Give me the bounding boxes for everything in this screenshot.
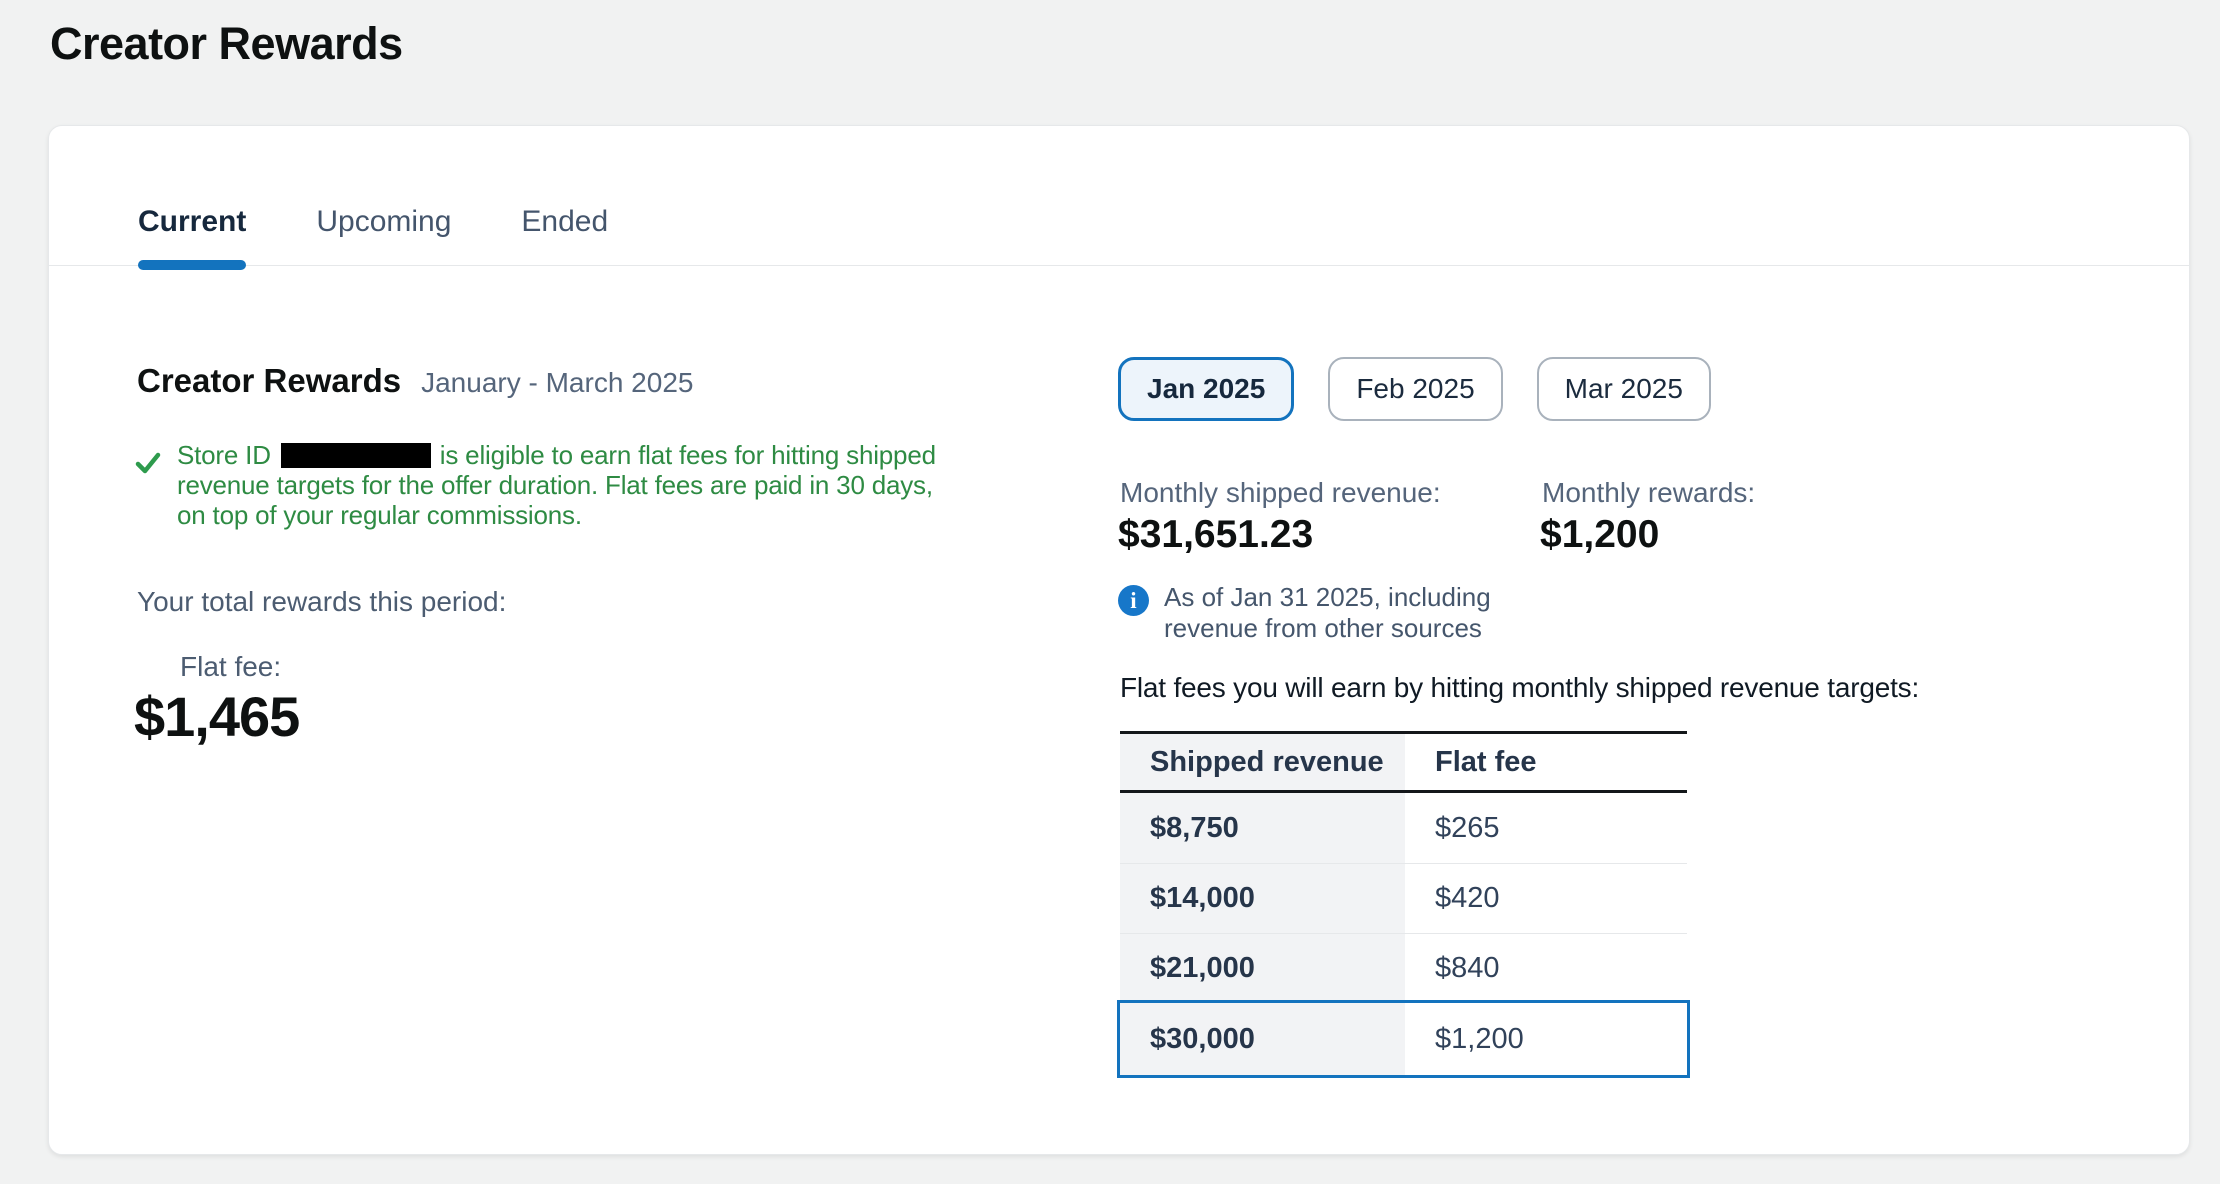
info-icon[interactable]: i (1118, 585, 1149, 616)
cell-shipped-revenue: $14,000 (1120, 864, 1405, 933)
eligibility-line-1: Store ID is eligible to earn flat fees fo… (177, 440, 936, 470)
targets-intro: Flat fees you will earn by hitting month… (1120, 672, 1920, 703)
cell-shipped-revenue: $21,000 (1120, 934, 1405, 1003)
tab-current-label: Current (138, 205, 247, 238)
as-of-line-2: revenue from other sources (1164, 613, 1482, 643)
tab-ended[interactable]: Ended (521, 205, 608, 265)
targets-table: Shipped revenue Flat fee $8,750 $265 $14… (1117, 731, 1690, 1078)
active-tab-underline (138, 260, 247, 270)
table-row-highlighted: $30,000 $1,200 (1117, 1000, 1690, 1078)
month-pill-label: Jan 2025 (1147, 373, 1266, 404)
store-id-redaction (280, 443, 431, 468)
month-pill-label: Mar 2025 (1564, 373, 1683, 404)
column-header-shipped-revenue: Shipped revenue (1120, 734, 1405, 790)
table-row: $14,000 $420 (1120, 863, 1687, 933)
eligibility-note: Store ID is eligible to earn flat fees fo… (134, 440, 936, 530)
as-of-note: i As of Jan 31 2025, including revenue f… (1118, 582, 1491, 644)
table-row: $8,750 $265 (1120, 793, 1687, 863)
total-rewards-value: $1,465 (134, 685, 300, 748)
month-pill-feb-2025[interactable]: Feb 2025 (1328, 357, 1503, 421)
total-rewards-label: Your total rewards this period: (137, 586, 507, 617)
rewards-card: Current Upcoming Ended (48, 125, 2190, 1155)
eligibility-text: Store ID is eligible to earn flat fees fo… (177, 440, 936, 530)
month-selector: Jan 2025 Feb 2025 Mar 2025 (1118, 357, 1711, 421)
cell-flat-fee: $420 (1435, 882, 1500, 914)
cell-flat-fee: $840 (1435, 952, 1500, 984)
table-row: $21,000 $840 (1120, 933, 1687, 1003)
flat-fee-label: Flat fee: (180, 651, 282, 682)
tab-current[interactable]: Current (138, 205, 247, 270)
page-title: Creator Rewards (50, 18, 403, 69)
eligibility-line-3: on top of your regular commissions. (177, 500, 582, 530)
tab-ended-label: Ended (521, 205, 609, 238)
as-of-line-1: As of Jan 31 2025, including (1164, 582, 1491, 612)
tab-bar: Current Upcoming Ended (49, 126, 2189, 270)
month-pill-mar-2025[interactable]: Mar 2025 (1536, 357, 1711, 421)
as-of-text: As of Jan 31 2025, including revenue fro… (1164, 582, 1491, 644)
cell-flat-fee: $1,200 (1435, 1022, 1524, 1055)
cell-shipped-revenue: $8,750 (1120, 793, 1405, 863)
tab-upcoming-label: Upcoming (316, 205, 452, 238)
cell-shipped-revenue: $30,000 (1120, 1003, 1405, 1075)
eligibility-line-2: revenue targets for the offer duration. … (177, 470, 933, 500)
monthly-revenue-label: Monthly shipped revenue: (1120, 477, 1441, 508)
month-pill-jan-2025[interactable]: Jan 2025 (1118, 357, 1295, 421)
monthly-rewards-value: $1,200 (1540, 513, 1660, 556)
offer-header: Creator Rewards January - March 2025 (137, 362, 693, 400)
monthly-rewards-label: Monthly rewards: (1542, 477, 1756, 508)
offer-heading: Creator Rewards (137, 362, 402, 399)
cell-flat-fee: $265 (1435, 811, 1500, 844)
column-header-flat-fee: Flat fee (1435, 745, 1537, 778)
offer-period: January - March 2025 (421, 367, 694, 398)
tab-upcoming[interactable]: Upcoming (316, 205, 451, 265)
month-pill-label: Feb 2025 (1356, 373, 1475, 404)
table-header-row: Shipped revenue Flat fee (1120, 731, 1687, 793)
monthly-revenue-value: $31,651.23 (1118, 513, 1314, 556)
check-icon (134, 449, 162, 530)
